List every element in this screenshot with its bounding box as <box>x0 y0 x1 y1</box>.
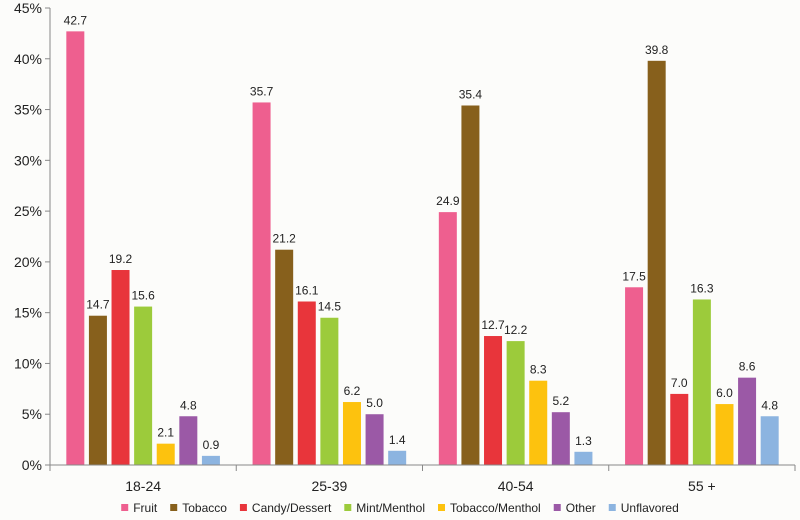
y-tick-label: 15% <box>14 305 42 321</box>
y-tick-label: 45% <box>14 0 42 16</box>
bar <box>506 341 525 465</box>
data-label: 5.2 <box>552 394 569 408</box>
y-tick-label: 35% <box>14 102 42 118</box>
bar <box>647 60 666 465</box>
x-category-label: 40-54 <box>498 478 534 494</box>
bar <box>111 270 130 465</box>
data-label: 17.5 <box>622 269 646 283</box>
y-tick-label: 25% <box>14 203 42 219</box>
data-label: 14.7 <box>86 298 110 312</box>
data-label: 35.4 <box>459 87 483 101</box>
data-label: 5.0 <box>366 396 383 410</box>
data-label: 6.2 <box>344 384 361 398</box>
y-tick-label: 40% <box>14 51 42 67</box>
data-label: 7.0 <box>671 376 688 390</box>
legend-swatch <box>608 504 616 511</box>
legend-label: Other <box>566 501 596 515</box>
legend-label: Unflavored <box>621 501 679 515</box>
bar <box>388 450 407 465</box>
data-label: 12.2 <box>504 323 528 337</box>
legend-item: Fruit <box>121 501 158 515</box>
bar <box>365 414 384 465</box>
legend-swatch <box>170 504 178 511</box>
legend-swatch <box>553 504 561 511</box>
data-label: 15.6 <box>131 289 155 303</box>
x-category-label: 55 + <box>688 478 716 494</box>
data-label: 39.8 <box>645 43 669 57</box>
legend-swatch <box>344 504 352 511</box>
legend-swatch <box>121 504 129 511</box>
data-label: 16.1 <box>295 283 319 297</box>
data-label: 42.7 <box>64 13 88 27</box>
data-label: 16.3 <box>690 281 714 295</box>
bar <box>320 317 339 465</box>
bar <box>529 380 548 465</box>
bar <box>179 416 198 465</box>
bar <box>252 102 271 466</box>
data-label: 14.5 <box>318 300 342 314</box>
data-label: 0.9 <box>203 438 220 452</box>
bar <box>438 212 457 465</box>
legend-label: Tobacco/Menthol <box>450 501 541 515</box>
data-label: 4.8 <box>761 398 778 412</box>
legend-item: Candy/Dessert <box>239 501 332 515</box>
bar <box>738 377 757 465</box>
legend-item: Mint/Menthol <box>344 501 425 515</box>
data-label: 24.9 <box>436 194 460 208</box>
y-tick-label: 20% <box>14 254 42 270</box>
data-label: 8.6 <box>739 360 756 374</box>
bar <box>760 416 779 465</box>
legend-item: Unflavored <box>608 501 679 515</box>
x-axis: 18-24 25-39 40-54 55 + <box>49 464 796 494</box>
legend-label: Candy/Dessert <box>252 501 332 515</box>
y-tick-label: 10% <box>14 355 42 371</box>
y-tick-label: 0% <box>22 457 42 473</box>
data-label: 21.2 <box>272 232 296 246</box>
legend-label: Fruit <box>133 501 158 515</box>
bar <box>156 443 175 465</box>
data-label: 1.4 <box>389 433 406 447</box>
x-category-label: 18-24 <box>125 478 161 494</box>
legend-item: Other <box>553 501 596 515</box>
bar <box>134 306 153 465</box>
data-label: 4.8 <box>180 398 197 412</box>
bar <box>297 301 316 465</box>
legend-label: Tobacco <box>182 501 227 515</box>
data-label: 2.1 <box>157 426 174 440</box>
legend-swatch <box>239 504 247 511</box>
legend-swatch <box>438 504 445 511</box>
bar <box>551 412 570 465</box>
data-label: 8.3 <box>530 363 547 377</box>
bar <box>88 315 107 465</box>
legend: Fruit Tobacco Candy/Dessert Mint/Menthol Tob… <box>121 501 679 515</box>
legend-item: Tobacco/Menthol <box>438 501 541 515</box>
bar <box>461 105 480 465</box>
data-label: 6.0 <box>716 386 733 400</box>
data-label: 19.2 <box>109 252 133 266</box>
bar <box>574 451 593 465</box>
data-label: 35.7 <box>250 84 274 98</box>
data-label: 12.7 <box>481 318 505 332</box>
y-tick-label: 30% <box>14 152 42 168</box>
legend-label: Mint/Menthol <box>356 501 425 515</box>
x-category-label: 25-39 <box>311 478 347 494</box>
bars: 42.7 35.7 24.9 17.5 14.7 21.2 35.4 39.8 19.2 16.1… <box>64 13 779 466</box>
bar <box>625 287 644 465</box>
y-tick-label: 5% <box>22 406 42 422</box>
bar <box>715 404 734 465</box>
bar <box>275 249 294 465</box>
bar <box>484 336 503 465</box>
data-label: 1.3 <box>575 434 592 448</box>
bar <box>692 299 711 465</box>
bar <box>342 402 361 465</box>
bar <box>66 31 85 465</box>
bar <box>670 393 689 465</box>
legend-item: Tobacco <box>170 501 227 515</box>
bar <box>201 455 220 465</box>
y-axis: 0% 5% 10% 15% 20% 25% 30% 35% 40% 45% <box>14 0 51 473</box>
